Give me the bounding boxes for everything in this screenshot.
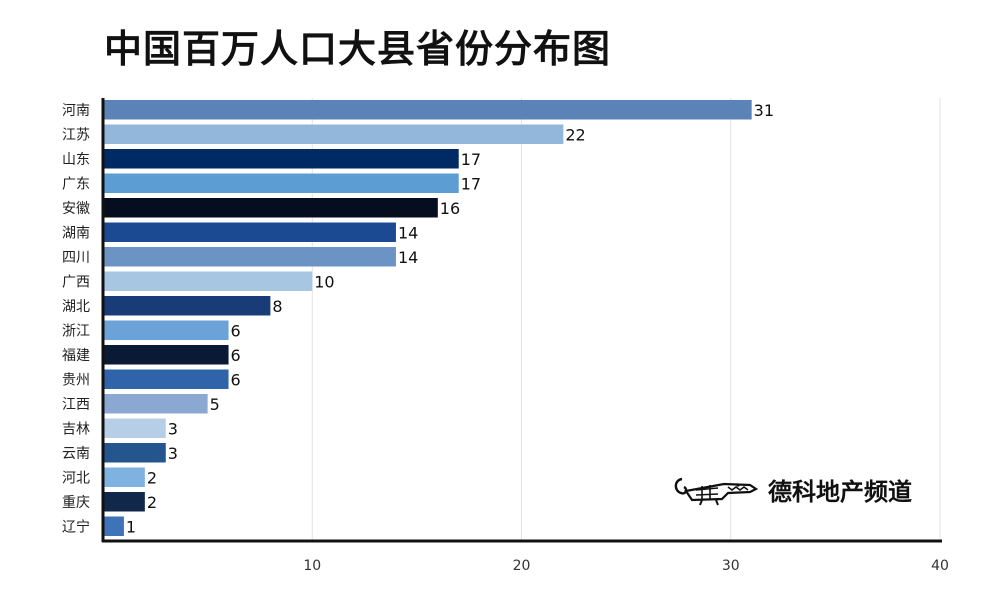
value-label: 14	[398, 223, 418, 242]
bar	[103, 124, 564, 144]
bar	[103, 320, 229, 340]
category-label: 广东	[62, 176, 90, 192]
category-label: 贵州	[62, 372, 90, 388]
value-label: 2	[147, 468, 157, 487]
grid-layer	[311, 98, 941, 541]
bar	[103, 467, 145, 487]
bar	[103, 443, 166, 463]
category-label: 湖北	[62, 299, 90, 315]
category-label: 四川	[62, 250, 90, 266]
category-label: 广西	[62, 274, 90, 290]
bar	[103, 516, 124, 536]
value-label: 17	[461, 174, 481, 193]
bar	[103, 222, 396, 242]
category-label: 湖南	[62, 225, 90, 241]
axis-layer: 10 20 30 40	[101, 98, 949, 574]
category-label: 重庆	[62, 495, 90, 511]
value-label: 8	[272, 297, 282, 316]
bar	[103, 394, 208, 414]
value-label: 22	[565, 125, 585, 144]
category-label: 吉林	[62, 421, 90, 437]
brand-logo: 德科地产频道	[672, 468, 912, 510]
bar	[103, 418, 166, 438]
bar	[103, 271, 313, 291]
value-label: 3	[168, 444, 178, 463]
category-label: 河北	[62, 470, 90, 486]
x-tick-label: 20	[513, 558, 531, 574]
crocodile-logo-icon	[674, 477, 759, 506]
value-label: 5	[210, 395, 220, 414]
bar	[103, 345, 229, 365]
bar	[103, 296, 271, 316]
category-label: 浙江	[62, 323, 90, 339]
value-label: 1	[126, 517, 136, 536]
brand-name: 德科地产频道	[768, 477, 912, 506]
bar	[103, 100, 752, 120]
category-label: 江苏	[62, 127, 90, 143]
category-label: 江西	[62, 397, 90, 413]
value-label: 14	[398, 248, 418, 267]
bar	[103, 492, 145, 512]
bar	[103, 149, 459, 169]
value-label: 10	[314, 272, 334, 291]
x-tick-label: 40	[931, 558, 949, 574]
value-label: 3	[168, 419, 178, 438]
bar	[103, 369, 229, 389]
category-label: 山东	[62, 152, 90, 168]
value-label: 31	[754, 101, 774, 120]
x-tick-label: 30	[722, 558, 740, 574]
category-label: 河南	[62, 103, 90, 119]
bar	[103, 247, 396, 267]
x-tick-label: 10	[303, 558, 321, 574]
bar	[103, 198, 438, 218]
value-label: 6	[231, 370, 241, 389]
category-label: 云南	[62, 446, 90, 462]
category-label: 安徽	[62, 201, 90, 217]
value-label: 2	[147, 493, 157, 512]
bar-layer	[103, 100, 752, 536]
value-label: 6	[231, 321, 241, 340]
value-label: 6	[231, 346, 241, 365]
category-label: 辽宁	[62, 518, 90, 535]
bar	[103, 173, 459, 193]
category-label: 福建	[62, 348, 90, 364]
chart-title: 中国百万人口大县省份分布图	[104, 27, 612, 71]
value-label: 16	[440, 199, 460, 218]
value-label: 17	[461, 150, 481, 169]
